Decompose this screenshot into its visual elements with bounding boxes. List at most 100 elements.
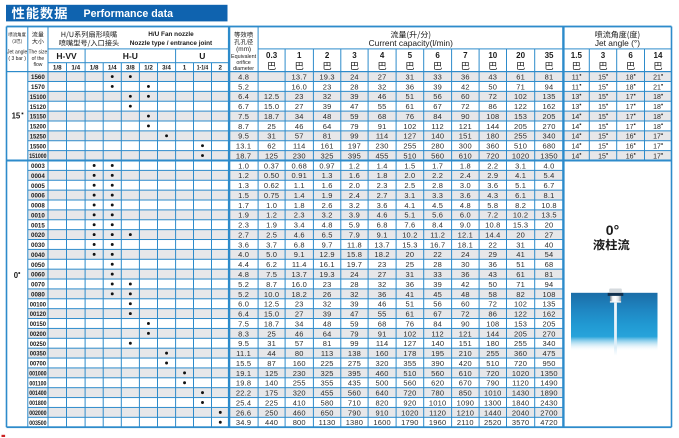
svg-text:455: 455: [376, 151, 389, 160]
svg-text:15250: 15250: [30, 134, 47, 140]
svg-text:270: 270: [542, 122, 555, 131]
svg-text:1120: 1120: [429, 408, 446, 417]
svg-text:33: 33: [433, 72, 442, 81]
svg-text:6.7: 6.7: [238, 102, 249, 111]
svg-text:34: 34: [295, 319, 304, 328]
svg-text:102: 102: [514, 92, 527, 101]
svg-text:1120: 1120: [512, 379, 529, 388]
svg-text:U: U: [199, 51, 205, 61]
svg-text:3: 3: [352, 51, 357, 60]
svg-text:15: 15: [598, 124, 606, 131]
svg-text:1.3: 1.3: [322, 171, 333, 180]
svg-text:7.2: 7.2: [487, 211, 498, 220]
svg-text:60: 60: [461, 300, 470, 309]
svg-text:8.7: 8.7: [266, 280, 277, 289]
svg-text:71: 71: [516, 280, 525, 289]
svg-text:39: 39: [433, 82, 442, 91]
svg-text:23: 23: [323, 82, 332, 91]
svg-text:15.3: 15.3: [513, 221, 528, 230]
svg-text:720: 720: [486, 369, 499, 378]
svg-text:6.7: 6.7: [544, 181, 555, 190]
svg-text:58: 58: [488, 290, 497, 299]
svg-text:11.2: 11.2: [430, 230, 445, 239]
svg-text:2: 2: [219, 65, 223, 72]
svg-text:3.1: 3.1: [404, 191, 415, 200]
svg-text:15: 15: [598, 114, 606, 121]
svg-text:81: 81: [545, 72, 554, 81]
svg-text:15500: 15500: [30, 144, 47, 150]
svg-text:11.1: 11.1: [236, 349, 251, 358]
svg-text:12.9: 12.9: [319, 250, 334, 259]
svg-text:68: 68: [545, 260, 554, 269]
svg-text:1380: 1380: [346, 418, 364, 427]
svg-text:13.7: 13.7: [292, 72, 307, 81]
svg-text:002000: 002000: [29, 411, 46, 417]
svg-text:99: 99: [350, 132, 359, 141]
svg-text:00100: 00100: [30, 302, 47, 308]
svg-text:510: 510: [514, 142, 527, 151]
svg-text:17: 17: [653, 153, 661, 160]
svg-text:90: 90: [461, 112, 470, 121]
svg-text:0070: 0070: [31, 282, 45, 289]
svg-text:360: 360: [486, 142, 499, 151]
svg-text:162: 162: [542, 102, 555, 111]
svg-text:19.7: 19.7: [347, 260, 362, 269]
svg-text:46: 46: [295, 122, 304, 131]
svg-text:205: 205: [514, 329, 527, 338]
svg-text:1.8: 1.8: [294, 201, 305, 210]
svg-text:36: 36: [461, 72, 470, 81]
svg-text:15.0: 15.0: [264, 310, 279, 319]
svg-text:121: 121: [459, 122, 472, 131]
svg-text:610: 610: [459, 151, 472, 160]
svg-text:18: 18: [626, 74, 634, 81]
svg-text:33: 33: [433, 270, 442, 279]
svg-text:14: 14: [571, 144, 579, 151]
svg-text:87: 87: [267, 359, 276, 368]
svg-text:22: 22: [488, 240, 497, 249]
svg-text:H-VV: H-VV: [56, 51, 77, 61]
svg-text:14: 14: [571, 134, 579, 141]
svg-text:4.4: 4.4: [238, 260, 249, 269]
svg-text:1.7: 1.7: [432, 161, 443, 170]
svg-text:25: 25: [267, 122, 276, 131]
svg-text:99: 99: [350, 339, 359, 348]
svg-text:3.4: 3.4: [294, 221, 305, 230]
svg-text:460: 460: [376, 369, 389, 378]
svg-text:102: 102: [403, 122, 416, 131]
svg-text:8.2: 8.2: [515, 201, 526, 210]
svg-text:6: 6: [628, 51, 633, 60]
svg-text:2.5: 2.5: [404, 181, 415, 190]
svg-text:79: 79: [350, 329, 359, 338]
svg-text:255: 255: [293, 379, 306, 388]
svg-text:39: 39: [350, 300, 359, 309]
svg-text:15100: 15100: [30, 95, 47, 101]
svg-text:11: 11: [572, 84, 579, 91]
svg-text:121: 121: [459, 329, 472, 338]
svg-text:94: 94: [545, 82, 554, 91]
svg-text:1300: 1300: [484, 398, 502, 407]
svg-text:1490: 1490: [540, 379, 558, 388]
svg-text:275: 275: [348, 359, 361, 368]
svg-text:175: 175: [265, 389, 278, 398]
svg-text:138: 138: [348, 349, 361, 358]
svg-text:39: 39: [350, 92, 359, 101]
svg-text:28: 28: [350, 82, 359, 91]
svg-text:2.4: 2.4: [349, 191, 360, 200]
svg-text:54: 54: [545, 250, 554, 259]
svg-text:64: 64: [323, 329, 332, 338]
svg-text:6: 6: [435, 51, 440, 60]
svg-text:61: 61: [516, 72, 525, 81]
svg-text:28: 28: [433, 260, 442, 269]
svg-text:1600: 1600: [373, 418, 391, 427]
svg-text:720: 720: [514, 359, 527, 368]
svg-text:270: 270: [542, 329, 555, 338]
svg-text:4.6: 4.6: [294, 230, 305, 239]
svg-text:2.7: 2.7: [377, 191, 388, 200]
svg-text:001000: 001000: [29, 371, 46, 377]
svg-text:84: 84: [433, 319, 442, 328]
svg-text:18: 18: [626, 84, 634, 91]
svg-text:42: 42: [461, 280, 470, 289]
svg-text:56: 56: [433, 92, 442, 101]
svg-text:47: 47: [350, 310, 359, 319]
svg-text:15: 15: [598, 153, 606, 160]
